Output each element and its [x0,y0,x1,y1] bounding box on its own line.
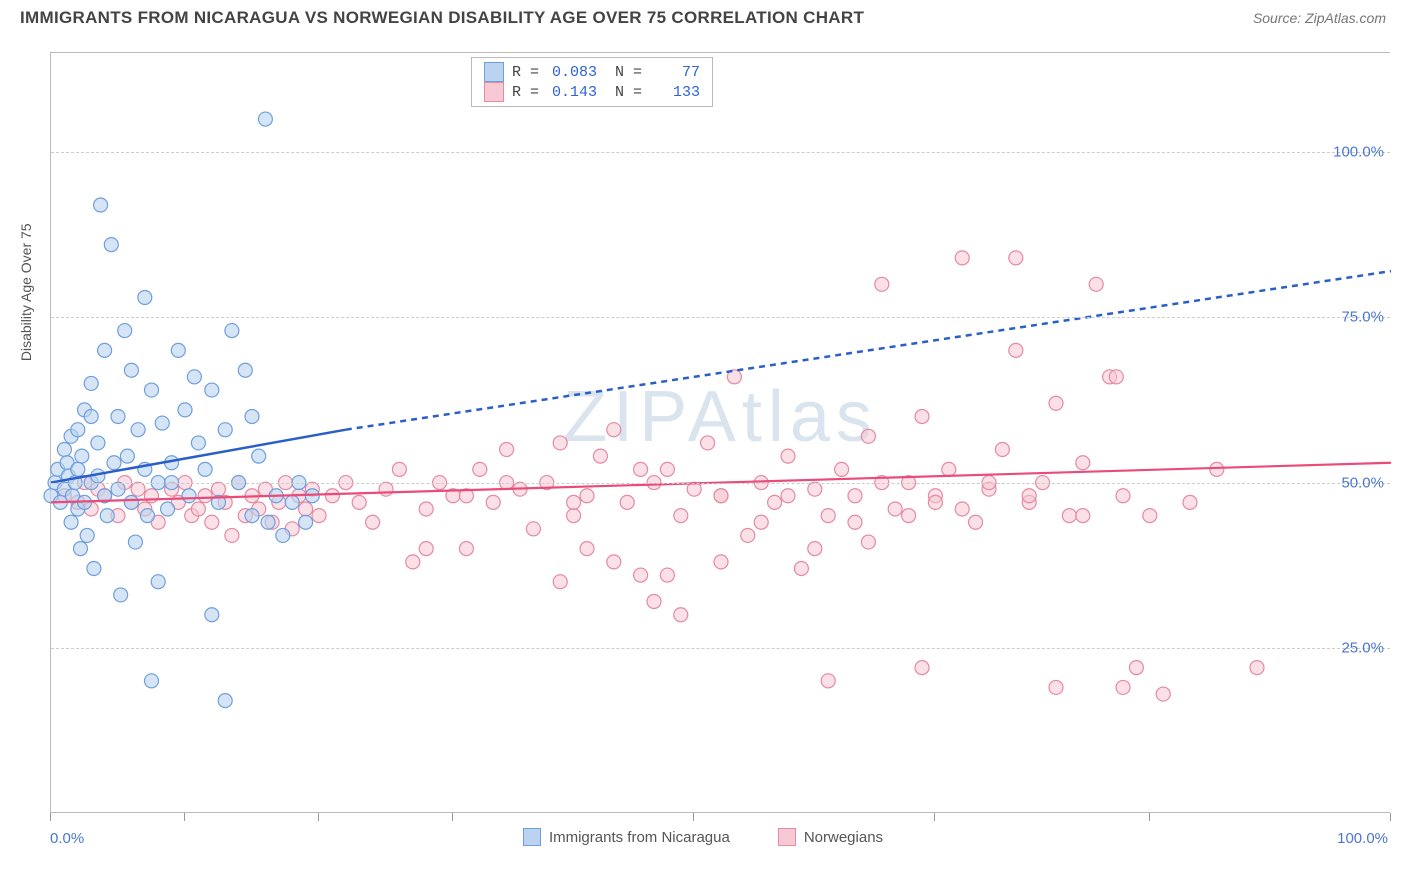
x-axis-tick [50,813,51,821]
bottom-legend: Immigrants from Nicaragua Norwegians [0,828,1406,846]
y-axis-tick-label: 50.0% [1341,474,1384,491]
x-axis-tick [934,813,935,821]
gridline [51,483,1390,484]
x-axis-tick [693,813,694,821]
x-axis-tick [318,813,319,821]
y-axis-tick-label: 100.0% [1333,144,1384,161]
scatter-svg [51,53,1390,812]
x-axis-tick [1149,813,1150,821]
x-axis-tick [184,813,185,821]
y-axis-title: Disability Age Over 75 [18,223,34,361]
legend-label-nicaragua: Immigrants from Nicaragua [549,829,730,846]
chart-title: IMMIGRANTS FROM NICARAGUA VS NORWEGIAN D… [20,8,864,28]
x-axis-tick [1390,813,1391,821]
x-axis [50,812,1390,813]
swatch-nicaragua-icon [523,828,541,846]
y-axis-tick-label: 75.0% [1341,309,1384,326]
plot-area: ZIPAtlas R = 0.083 N = 77 R = 0.143 N = … [50,52,1390,812]
source-credit: Source: ZipAtlas.com [1253,10,1386,26]
legend-label-norwegians: Norwegians [804,829,883,846]
gridline [51,648,1390,649]
gridline [51,317,1390,318]
gridline [51,152,1390,153]
legend-item-norwegians: Norwegians [778,828,883,846]
x-axis-tick [452,813,453,821]
swatch-norwegians-icon [778,828,796,846]
legend-item-nicaragua: Immigrants from Nicaragua [523,828,730,846]
y-axis-tick-label: 25.0% [1341,639,1384,656]
